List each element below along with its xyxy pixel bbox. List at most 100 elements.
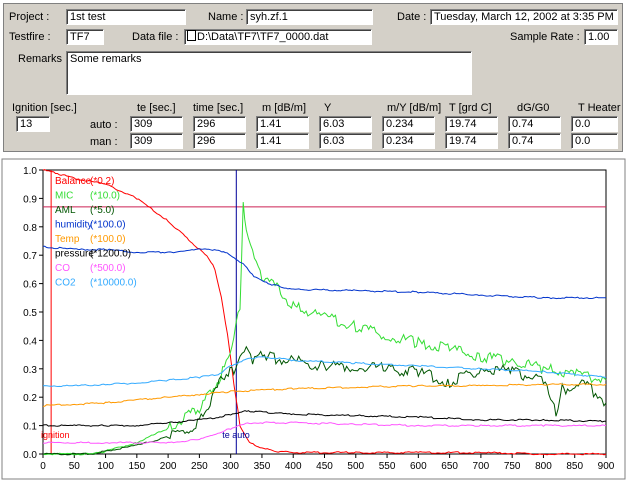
test-info-panel: Project : 1st test Name : syh.zf.1 Date … [3,3,623,152]
legend-scale: (*10000.0) [90,278,137,289]
auto-my-field[interactable]: 0.234 [382,116,435,132]
legend-scale: (*10.0) [90,191,120,202]
y-tick-label: 0.3 [23,365,37,376]
date-label: Date : [397,11,427,23]
auto-theater-field[interactable]: 0.0 [571,116,618,132]
auto-m-field[interactable]: 1.41 [256,116,309,132]
auto-y-field[interactable]: 6.03 [319,116,372,132]
x-tick-label: 50 [69,461,81,472]
legend-scale: (*0.2) [90,176,114,187]
legend-label: Temp [55,234,80,245]
x-tick-label: 300 [222,461,239,472]
project-label: Project : [9,11,50,23]
series-line-pressure [42,410,606,427]
x-tick-label: 800 [535,461,552,472]
legend-label: AML [55,205,76,216]
x-tick-label: 350 [254,461,271,472]
name-field[interactable]: syh.zf.1 [246,9,373,25]
ignition-label: Ignition [sec.] [12,102,77,114]
ignition-annotation: ignition [41,430,70,440]
x-tick-label: 700 [473,461,490,472]
y-tick-label: 0.8 [23,223,37,234]
x-tick-label: 400 [285,461,302,472]
y-tick-label: 0.9 [23,194,37,205]
series-line-co [42,421,607,445]
remarks-label: Remarks : [18,53,69,65]
x-tick-label: 200 [160,461,177,472]
samplerate-label: Sample Rate : [510,31,580,43]
col-y: Y [324,102,332,114]
man-y-field[interactable]: 6.03 [319,133,372,149]
x-tick-label: 0 [40,461,46,472]
man-m-field[interactable]: 1.41 [256,133,309,149]
testfire-field[interactable]: TF7 [66,29,104,45]
legend-label: Balance [55,176,92,187]
man-row-label: man : [90,136,118,148]
measurement-chart: 0.0 0.1 0.2 0.3 0.4 0.5 0.6 0.7 0.8 0.9 1.0 0 50 100 1… [0,158,629,481]
x-tick-label: 750 [504,461,521,472]
auto-te-field[interactable]: 309 [130,116,183,132]
legend-scale: (*100.0) [90,220,126,231]
x-tick-label: 900 [598,461,615,472]
file-icon [187,30,196,41]
y-tick-label: 0.2 [23,393,37,404]
legend-scale: (*100.0) [90,234,126,245]
auto-time-field[interactable]: 296 [193,116,246,132]
series-line-balance [42,169,607,456]
datafile-path: D:\Data\TF7\TF7_0000.dat [197,31,329,43]
series-line-co2 [42,356,606,388]
col-te: te [sec.] [137,102,176,114]
remarks-field[interactable]: Some remarks [66,51,472,95]
man-time-field[interactable]: 296 [193,133,246,149]
y-tick-label: 0.4 [23,336,37,347]
auto-t-field[interactable]: 19.74 [445,116,498,132]
man-dg-field[interactable]: 0.74 [508,133,561,149]
x-tick-label: 600 [410,461,427,472]
project-field[interactable]: 1st test [66,9,186,25]
legend-scale: (*5.0) [90,205,114,216]
auto-row-label: auto : [90,119,118,131]
x-tick-label: 550 [379,461,396,472]
x-tick-label: 850 [566,461,583,472]
col-my: m/Y [dB/m] [387,102,442,114]
series-line-humidity [42,245,606,300]
x-tick-label: 150 [128,461,145,472]
col-time: time [sec.] [193,102,244,114]
col-m: m [dB/m] [262,102,307,114]
x-tick-label: 500 [347,461,364,472]
auto-dg-field[interactable]: 0.74 [508,116,561,132]
man-theater-field[interactable]: 0.0 [571,133,618,149]
chart-svg: 0.0 0.1 0.2 0.3 0.4 0.5 0.6 0.7 0.8 0.9 1.0 0 50 100 1… [1,158,626,480]
man-te-field[interactable]: 309 [130,133,183,149]
y-tick-label: 0.0 [23,450,37,461]
y-tick-label: 0.5 [23,308,37,319]
legend-label: MIC [55,191,73,202]
ignition-field[interactable]: 13 [16,116,50,132]
legend-label: CO [55,263,70,274]
col-dg: dG/G0 [517,102,550,114]
datafile-field[interactable]: D:\Data\TF7\TF7_0000.dat [184,29,372,45]
legend-label: pressure [55,249,94,260]
samplerate-field[interactable]: 1.00 [584,29,618,45]
y-tick-label: 0.6 [23,280,37,291]
name-label: Name : [208,11,244,23]
legend-label: humidity [55,220,92,231]
legend-label: CO2 [55,278,76,289]
legend-scale: (*1200.0) [90,249,131,260]
x-tick-label: 100 [97,461,114,472]
y-tick-label: 0.7 [23,251,37,262]
col-t: T [grd C] [449,102,492,114]
legend-scale: (*500.0) [90,263,126,274]
x-tick-label: 650 [441,461,458,472]
x-tick-label: 250 [191,461,208,472]
te-auto-annotation: te auto [222,430,250,440]
testfire-label: Testfire : [9,31,51,43]
man-t-field[interactable]: 19.74 [445,133,498,149]
col-theater: T Heater [578,102,621,114]
y-tick-label: 1.0 [23,166,37,177]
date-field[interactable]: Tuesday, March 12, 2002 at 3:35 PM [430,9,618,25]
man-my-field[interactable]: 0.234 [382,133,435,149]
y-tick-label: 0.1 [23,422,37,433]
x-tick-label: 450 [316,461,333,472]
datafile-label: Data file : [132,31,179,43]
